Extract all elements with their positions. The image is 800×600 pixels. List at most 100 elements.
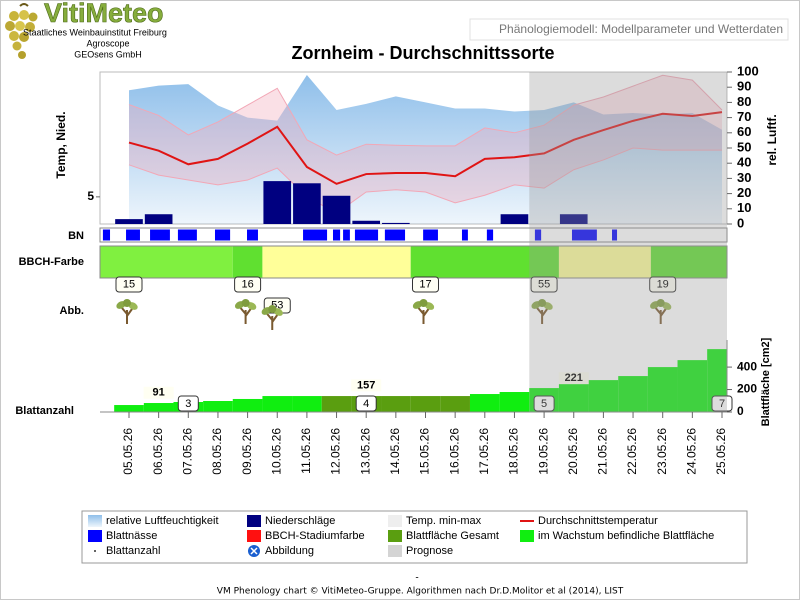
x-tick-label: 16.05.26: [447, 428, 461, 475]
count-label-box: [711, 395, 733, 412]
plant-icon: [261, 305, 283, 330]
leaf-axis-title: Blattfläche [cm2]: [760, 337, 772, 426]
legend-label: Blattnässe: [106, 530, 157, 542]
area-label: 221: [565, 372, 583, 384]
row-label: Abb.: [60, 305, 84, 317]
precip-bar: [559, 214, 588, 224]
stage-box: [412, 276, 439, 293]
leaf-area-bar: [588, 380, 619, 412]
count-label: 3: [185, 398, 191, 410]
x-tick-label: 11.05.26: [299, 428, 313, 474]
precip-bar: [144, 214, 173, 224]
temp-min-line: [128, 147, 722, 214]
chart-title: Zornheim - Durchschnittssorte: [291, 43, 554, 63]
temp-band: [129, 75, 722, 214]
x-tick-label: 14.05.26: [388, 428, 402, 475]
plant-stem: [266, 313, 279, 330]
y-tick-label: 5: [87, 189, 94, 203]
bbch-segment: [232, 246, 263, 278]
plant-stem: [121, 307, 133, 324]
stage-box: [234, 276, 262, 293]
plant-leaf: [241, 299, 250, 307]
logo-grapes: [5, 3, 38, 59]
leaf-area-bar: [381, 396, 411, 412]
leaf-area-bar: [292, 396, 322, 412]
y2-tick-label: 90: [737, 79, 751, 94]
plant-leaf: [538, 299, 547, 307]
plant-leaf: [419, 299, 428, 307]
bbch-segment: [100, 246, 233, 278]
plant-icon: [116, 299, 138, 324]
row-label: Blattanzahl: [15, 405, 74, 417]
precip-bar: [293, 183, 321, 224]
leaf-area-bar: [321, 396, 352, 412]
x-tick-label: 08.05.26: [210, 428, 224, 475]
x-tick-label: 24.05.26: [685, 428, 699, 475]
legend-symbol: [247, 515, 261, 527]
y-axis-title: Temp, Nied.: [54, 111, 68, 178]
leaf-area-bar: [440, 396, 470, 412]
tab-box[interactable]: [469, 18, 789, 41]
stage-box: [649, 276, 677, 293]
x-tick-label: 07.05.26: [180, 428, 194, 475]
tab-label[interactable]: Phänologiemodell: Modellparameter und We…: [499, 22, 783, 36]
legend-symbol: [388, 515, 402, 527]
forecast-overlay: [529, 72, 727, 412]
plant-leaf: [123, 299, 131, 307]
y2-tick-label: 20: [737, 185, 751, 200]
precip-bar: [115, 219, 143, 224]
x-tick-label: 12.05.26: [329, 428, 343, 475]
bbch-segment: [262, 246, 411, 278]
legend-symbol: [247, 530, 261, 542]
legend-label: Blattanzahl: [106, 545, 160, 557]
plant-stem: [239, 307, 252, 324]
y2-tick-label: 50: [737, 139, 751, 154]
legend-label: BBCH-Stadiumfarbe: [265, 530, 365, 542]
plant-icon: [650, 299, 672, 324]
count-label-box: [355, 395, 377, 412]
row-label: BN: [68, 230, 84, 242]
leaf-area-bar: [114, 405, 144, 412]
leaf-area-bar: [499, 392, 530, 412]
precip-bar: [322, 195, 351, 224]
y2-axis-title: rel. Luftf.: [765, 114, 779, 165]
leaf-area-bar: [618, 376, 648, 412]
leaf-tick-label: 400: [737, 359, 757, 373]
count-label-box: [533, 395, 555, 412]
precip-bar: [352, 220, 381, 224]
y2-tick-label: 70: [737, 109, 751, 124]
bn-block: [102, 229, 111, 241]
legend-symbol: [388, 530, 402, 542]
leaf-area-bar: [262, 396, 293, 412]
area-label-box: [351, 379, 382, 392]
legend-symbol: [520, 530, 534, 542]
institution: Staatliches Weinbauinstitut Freiburg: [23, 27, 167, 37]
leaf-area-bar: [677, 360, 708, 412]
legend-label: Abbildung: [265, 545, 314, 557]
bn-block: [534, 229, 542, 241]
leaf-tick-label: 0: [737, 404, 744, 418]
row-label: BBCH-Farbe: [19, 256, 84, 268]
bn-block: [177, 229, 197, 241]
bn-block: [461, 229, 468, 241]
legend-label: relative Luftfeuchtigkeit: [106, 515, 219, 527]
bn-block: [247, 229, 258, 241]
x-tick-label: 22.05.26: [625, 428, 639, 475]
legend-label: Prognose: [406, 545, 453, 557]
x-tick-label: 17.05.26: [477, 428, 491, 475]
bn-block: [332, 229, 341, 241]
leaf-area-bar: [143, 403, 174, 412]
x-tick-label: 13.05.26: [358, 428, 372, 475]
x-tick-label: 25.05.26: [714, 428, 728, 475]
legend-symbol-cross: [250, 547, 258, 555]
legend-symbol: [88, 515, 102, 527]
legend-label: Niederschläge: [265, 515, 335, 527]
logo-text: VitiMeteo: [44, 0, 164, 28]
plant-icon: [412, 299, 435, 324]
bn-block: [150, 229, 170, 241]
stage-label: 17: [419, 278, 431, 290]
y2-tick-label: 0: [737, 215, 744, 230]
bn-block: [384, 229, 406, 241]
stage-box: [115, 276, 143, 293]
